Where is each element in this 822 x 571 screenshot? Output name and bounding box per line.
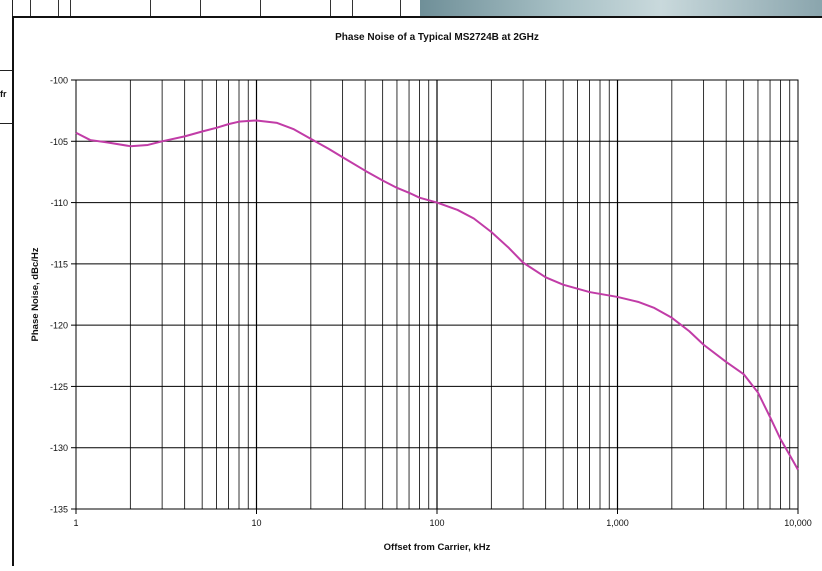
background-cut-text: fr [0,89,7,99]
y-tick-label: -125 [50,382,68,392]
background-grid-line [70,0,71,16]
background-grid-line [150,0,151,16]
background-grid-line [260,0,261,16]
phase-noise-chart: Phase Noise of a Typical MS2724B at 2GHz… [30,32,812,553]
y-tick-label: -115 [51,259,68,269]
background-grid-line [30,0,31,16]
x-tick-label: 1 [73,518,78,528]
y-tick-label: -100 [50,76,68,86]
phase-noise-line [75,119,799,471]
background-grid-line [400,0,401,16]
x-axis-label: Offset from Carrier, kHz [384,542,491,553]
y-axis-label: Phase Noise, dBc/Hz [30,247,41,341]
chart-title: Phase Noise of a Typical MS2724B at 2GHz [335,32,539,43]
x-tick-label: 100 [429,518,444,528]
y-tick-label: -130 [50,443,68,453]
y-tick-label: -120 [50,321,68,331]
background-grid-line [352,0,353,16]
background-photo [420,0,822,18]
chart-window: Phase Noise of a Typical MS2724B at 2GHz… [12,16,822,566]
x-tick-label: 1,000 [606,518,629,528]
background-grid-line [330,0,331,16]
y-tick-label: -110 [51,198,68,208]
y-tick-label: -105 [50,137,68,147]
x-tick-label: 10,000 [784,518,812,528]
x-tick-label: 10 [251,518,261,528]
background-left-row: fr [0,70,12,124]
background-grid-line [200,0,201,16]
background-grid-line [58,0,59,16]
y-tick-label: -135 [50,505,68,515]
background-table-strip [0,0,420,17]
